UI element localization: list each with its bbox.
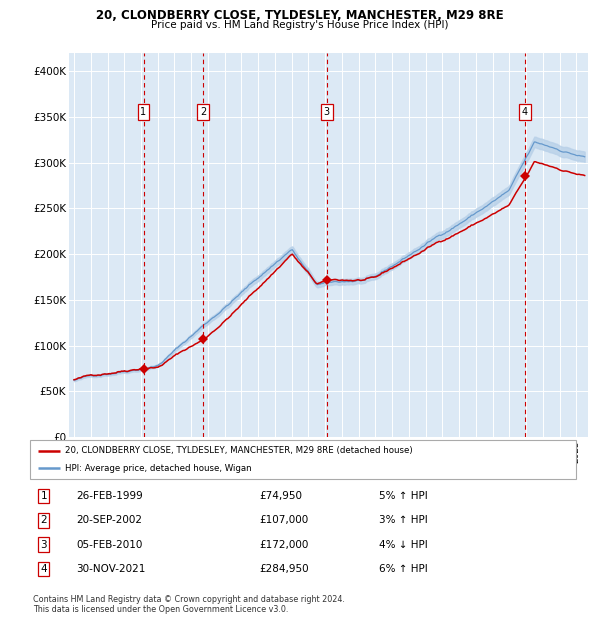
Text: 3% ↑ HPI: 3% ↑ HPI [379,515,428,525]
Text: 20, CLONDBERRY CLOSE, TYLDESLEY, MANCHESTER, M29 8RE: 20, CLONDBERRY CLOSE, TYLDESLEY, MANCHES… [96,9,504,22]
Text: 6% ↑ HPI: 6% ↑ HPI [379,564,428,574]
Text: 2: 2 [200,107,206,117]
Text: 1: 1 [140,107,146,117]
Text: 4: 4 [521,107,528,117]
Text: 4: 4 [40,564,47,574]
Text: 3: 3 [40,539,47,550]
Text: Price paid vs. HM Land Registry's House Price Index (HPI): Price paid vs. HM Land Registry's House … [151,20,449,30]
Text: 3: 3 [324,107,330,117]
Text: £74,950: £74,950 [259,491,302,501]
Text: 30-NOV-2021: 30-NOV-2021 [76,564,146,574]
FancyBboxPatch shape [30,440,576,479]
Text: £172,000: £172,000 [259,539,308,550]
Text: 2: 2 [40,515,47,525]
Text: HPI: Average price, detached house, Wigan: HPI: Average price, detached house, Wiga… [65,464,252,473]
Text: This data is licensed under the Open Government Licence v3.0.: This data is licensed under the Open Gov… [33,605,289,614]
Text: 1: 1 [40,491,47,501]
Text: 4% ↓ HPI: 4% ↓ HPI [379,539,428,550]
Text: 20, CLONDBERRY CLOSE, TYLDESLEY, MANCHESTER, M29 8RE (detached house): 20, CLONDBERRY CLOSE, TYLDESLEY, MANCHES… [65,446,413,455]
Text: £284,950: £284,950 [259,564,309,574]
Text: 26-FEB-1999: 26-FEB-1999 [76,491,143,501]
Text: 20-SEP-2002: 20-SEP-2002 [76,515,142,525]
Text: £107,000: £107,000 [259,515,308,525]
Text: Contains HM Land Registry data © Crown copyright and database right 2024.: Contains HM Land Registry data © Crown c… [33,595,345,604]
Text: 05-FEB-2010: 05-FEB-2010 [76,539,143,550]
Text: 5% ↑ HPI: 5% ↑ HPI [379,491,428,501]
